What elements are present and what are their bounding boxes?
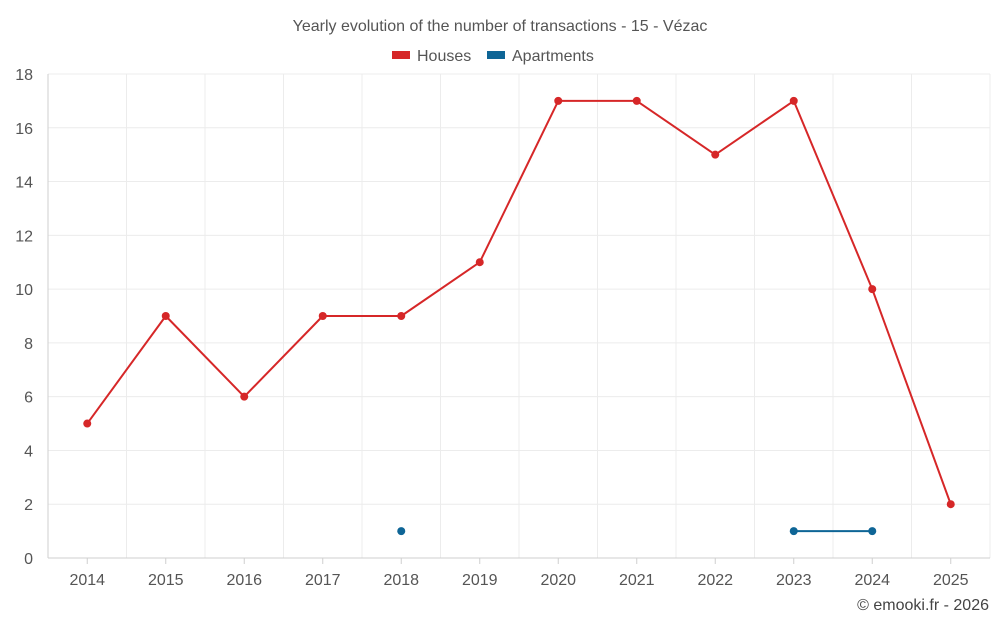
legend-swatch-apartments — [487, 51, 505, 59]
data-point-apartments — [868, 527, 877, 536]
y-tick-label: 0 — [24, 551, 33, 568]
data-point-houses — [397, 312, 406, 320]
y-tick-label: 16 — [15, 121, 33, 138]
y-tick-label: 18 — [15, 67, 33, 84]
series-houses — [83, 96, 955, 509]
x-tick-label: 2020 — [540, 572, 576, 589]
x-tick-label: 2019 — [462, 572, 498, 589]
x-tick-label: 2018 — [383, 572, 419, 589]
y-tick-label: 8 — [24, 336, 33, 353]
x-tick-label: 2025 — [933, 572, 969, 589]
y-axis-ticks: 0 2 4 6 8 10 12 14 16 18 — [15, 67, 33, 568]
x-tick-label: 2014 — [69, 572, 105, 589]
y-tick-label: 12 — [15, 228, 33, 245]
data-point-houses — [554, 96, 563, 105]
data-point-houses — [868, 285, 877, 294]
legend-swatch-houses — [392, 51, 410, 59]
x-tick-label: 2023 — [776, 572, 812, 589]
data-point-apartments — [397, 527, 406, 536]
y-tick-label: 10 — [15, 282, 33, 299]
credit-text: © emooki.fr - 2026 — [857, 597, 989, 614]
x-tick-label: 2015 — [148, 572, 184, 589]
data-point-houses — [632, 96, 641, 105]
series-apartments — [397, 527, 877, 536]
y-tick-label: 2 — [24, 497, 33, 514]
x-tick-label: 2017 — [305, 572, 341, 589]
y-tick-label: 14 — [15, 175, 33, 192]
x-tick-label: 2022 — [697, 572, 733, 589]
data-point-houses — [318, 312, 327, 320]
y-tick-label: 4 — [24, 443, 33, 460]
legend-label-houses: Houses — [417, 48, 471, 65]
legend-label-apartments: Apartments — [512, 48, 594, 65]
y-tick-label: 6 — [24, 390, 33, 407]
data-point-houses — [240, 392, 249, 401]
gridlines — [47, 73, 991, 564]
series-line-houses — [86, 99, 952, 505]
data-point-houses — [161, 312, 170, 320]
x-tick-label: 2021 — [619, 572, 655, 589]
data-point-houses — [946, 500, 955, 509]
x-axis-ticks: 2014 2015 2016 2017 2018 2019 2020 2021 2022 2023… — [69, 572, 968, 589]
legend: Houses Apartments — [392, 48, 594, 65]
x-tick-label: 2016 — [226, 572, 262, 589]
series-layer — [83, 96, 955, 536]
data-point-houses — [475, 258, 484, 267]
chart-title: Yearly evolution of the number of transa… — [293, 18, 708, 35]
data-point-houses — [789, 96, 798, 105]
data-point-houses — [83, 419, 92, 428]
data-point-apartments — [789, 527, 798, 536]
x-tick-label: 2024 — [854, 572, 890, 589]
data-point-houses — [711, 150, 720, 159]
